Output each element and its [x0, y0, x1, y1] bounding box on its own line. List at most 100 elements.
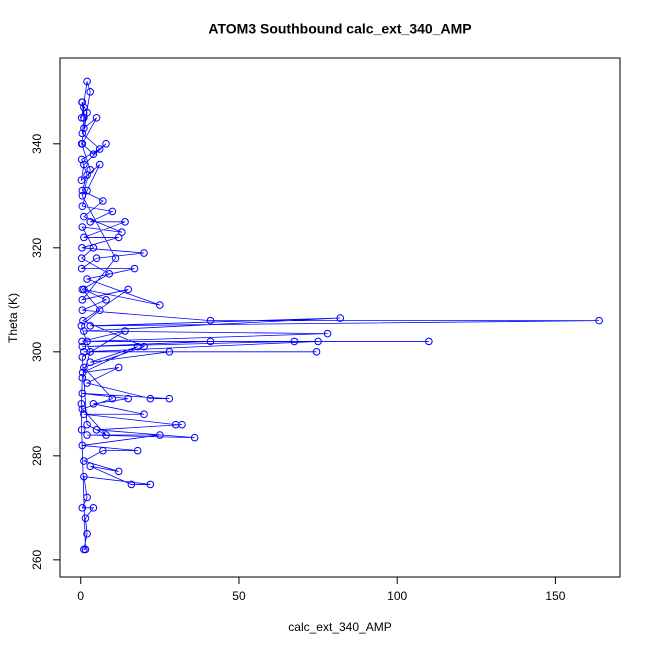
data-point — [80, 160, 88, 169]
data-point — [83, 108, 91, 117]
y-tick-label: 320 — [30, 237, 44, 257]
data-point — [323, 329, 332, 338]
data-point — [312, 348, 321, 356]
data-point — [78, 374, 87, 382]
data-point — [86, 322, 95, 330]
data-point — [140, 410, 148, 419]
chart-title: ATOM3 Southbound calc_ext_340_AMP — [208, 21, 471, 37]
data-point — [83, 420, 91, 429]
y-axis-label: Theta (K) — [6, 293, 20, 343]
data-point — [80, 472, 88, 481]
data-point — [121, 327, 129, 335]
data-point — [78, 98, 86, 107]
data-point — [336, 314, 345, 322]
data-point — [102, 431, 110, 439]
data-point — [81, 545, 90, 554]
data-point — [178, 420, 186, 429]
y-tick-label: 300 — [30, 341, 44, 361]
data-point — [80, 212, 88, 221]
data-point — [83, 431, 91, 439]
data-point — [102, 296, 110, 304]
data-point — [78, 504, 87, 512]
data-point — [95, 160, 104, 169]
data-point — [86, 348, 95, 356]
data-point — [77, 176, 86, 185]
data-point — [133, 446, 142, 455]
data-point — [83, 77, 91, 86]
data-point — [111, 254, 120, 263]
data-point — [77, 264, 86, 273]
data-point — [79, 316, 87, 325]
data-point — [83, 530, 91, 538]
data-point — [92, 114, 101, 122]
data-line — [80, 81, 600, 550]
data-point — [99, 446, 107, 455]
data-point — [86, 88, 95, 96]
data-point — [78, 389, 87, 398]
data-point — [77, 155, 86, 164]
data-point — [89, 244, 98, 252]
data-point — [78, 405, 87, 413]
y-tick-label: 340 — [30, 133, 44, 153]
data-point — [83, 275, 91, 283]
data-point — [92, 254, 101, 263]
data-point — [83, 186, 91, 195]
data-point — [89, 150, 98, 159]
y-tick-label: 280 — [30, 445, 44, 465]
data-point — [77, 400, 86, 408]
data-point — [86, 358, 95, 367]
data-point — [80, 124, 88, 133]
data-point — [190, 433, 199, 442]
data-point — [78, 306, 87, 315]
data-point — [78, 342, 87, 351]
data-point — [77, 140, 86, 148]
data-point — [156, 301, 164, 309]
data-point — [140, 249, 148, 257]
data-point — [80, 457, 88, 465]
y-tick-label: 260 — [30, 550, 44, 570]
x-tick-label: 0 — [77, 589, 84, 603]
data-point — [77, 426, 86, 434]
data-point — [86, 166, 95, 174]
data-point — [140, 342, 148, 351]
data-point — [114, 467, 123, 476]
data-point — [425, 337, 433, 346]
data-point — [78, 285, 87, 294]
data-point — [146, 480, 155, 489]
data-point — [80, 233, 88, 242]
x-tick-label: 150 — [545, 589, 565, 603]
data-point — [83, 493, 91, 502]
data-point — [118, 228, 126, 237]
data-point — [78, 337, 86, 346]
data-point — [78, 192, 87, 200]
data-point — [78, 223, 87, 231]
data-point — [206, 316, 215, 325]
plot-frame — [59, 57, 621, 578]
data-point — [78, 186, 87, 195]
data-point — [314, 337, 322, 346]
data-point — [83, 379, 91, 387]
data-point — [81, 514, 90, 523]
data-point — [595, 316, 603, 325]
data-point — [124, 394, 133, 403]
data-point — [108, 394, 117, 403]
data-point — [77, 254, 86, 263]
data-point — [156, 431, 164, 439]
x-tick-label: 100 — [387, 589, 407, 603]
data-point — [78, 296, 87, 304]
data-point — [77, 322, 86, 330]
data-point — [89, 400, 98, 408]
data-point — [121, 218, 129, 226]
data-point — [80, 363, 88, 372]
data-point — [92, 426, 101, 434]
data-point — [130, 264, 139, 273]
data-point — [86, 462, 95, 471]
data-point — [206, 337, 215, 346]
data-point — [78, 129, 87, 138]
data-point — [102, 140, 110, 148]
data-point — [124, 285, 133, 294]
data-point — [80, 410, 88, 419]
data-point — [77, 114, 86, 122]
data-point — [114, 363, 123, 372]
